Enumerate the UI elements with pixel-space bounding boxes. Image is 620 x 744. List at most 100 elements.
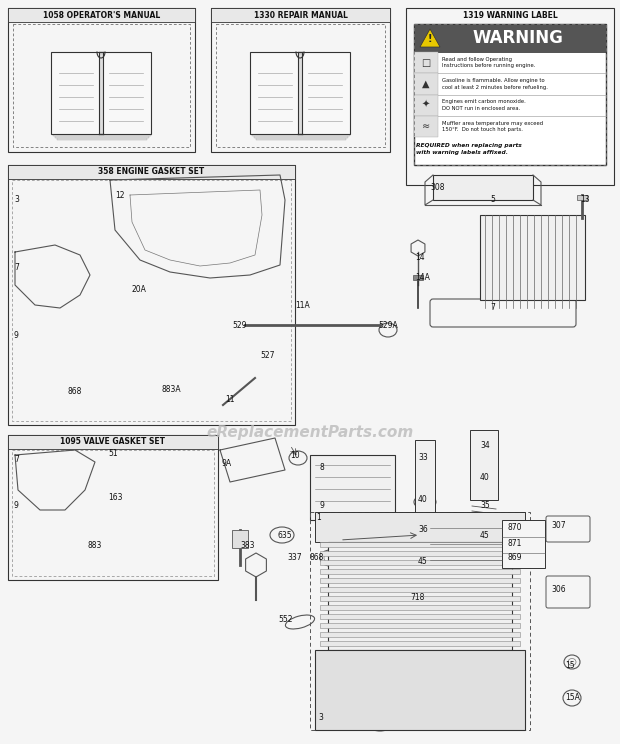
Bar <box>413 275 423 280</box>
Text: 306: 306 <box>551 586 565 594</box>
Text: 868: 868 <box>68 388 82 397</box>
Text: 635: 635 <box>278 530 293 539</box>
Bar <box>502 520 545 568</box>
Text: 12: 12 <box>115 191 125 200</box>
Text: 14: 14 <box>415 254 425 263</box>
Text: 307: 307 <box>551 521 565 530</box>
Text: 529A: 529A <box>378 321 398 330</box>
Bar <box>310 455 395 520</box>
Bar <box>414 116 438 137</box>
Text: □: □ <box>422 57 431 68</box>
Bar <box>414 94 438 116</box>
Text: 45: 45 <box>480 530 490 539</box>
Bar <box>406 8 614 185</box>
Bar <box>470 430 498 500</box>
Text: 552: 552 <box>278 615 293 624</box>
Text: 358 ENGINE GASKET SET: 358 ENGINE GASKET SET <box>99 167 205 176</box>
Text: 15: 15 <box>565 661 575 670</box>
Bar <box>216 24 385 147</box>
Text: 9: 9 <box>14 332 19 341</box>
Bar <box>433 175 533 200</box>
Text: 35: 35 <box>480 501 490 510</box>
Bar <box>8 8 195 152</box>
Text: 7: 7 <box>14 263 19 272</box>
Bar <box>320 641 520 647</box>
Text: 383: 383 <box>240 540 254 550</box>
Bar <box>315 650 525 730</box>
Text: 883A: 883A <box>162 385 182 394</box>
Text: 718: 718 <box>410 594 424 603</box>
Bar <box>414 52 438 73</box>
Bar <box>15 330 80 368</box>
Text: 1058 OPERATOR'S MANUAL: 1058 OPERATOR'S MANUAL <box>43 10 160 19</box>
Text: 337: 337 <box>287 554 301 562</box>
Bar <box>13 24 190 147</box>
Text: ≈: ≈ <box>422 121 430 132</box>
Text: 1095 VALVE GASKET SET: 1095 VALVE GASKET SET <box>61 437 166 446</box>
Bar <box>414 73 438 94</box>
Bar <box>302 52 350 134</box>
Bar <box>320 542 520 548</box>
Bar <box>320 596 520 601</box>
Bar <box>320 551 520 557</box>
Bar <box>414 24 606 52</box>
Bar <box>12 450 214 576</box>
Text: 868: 868 <box>310 554 324 562</box>
Text: 11: 11 <box>225 396 234 405</box>
Text: 51: 51 <box>108 449 118 458</box>
Bar <box>320 578 520 583</box>
Bar <box>250 52 298 134</box>
Text: 9A: 9A <box>222 458 232 467</box>
Bar <box>15 508 85 542</box>
Text: ▲: ▲ <box>422 79 430 89</box>
Bar <box>57 58 147 140</box>
Bar <box>320 632 520 638</box>
Text: 14A: 14A <box>415 274 430 283</box>
Text: 1330 REPAIR MANUAL: 1330 REPAIR MANUAL <box>254 10 347 19</box>
Bar <box>415 440 435 518</box>
Text: 20A: 20A <box>132 286 147 295</box>
Text: REQUIRED when replacing parts
with warning labels affixed.: REQUIRED when replacing parts with warni… <box>416 143 522 155</box>
Bar <box>414 24 606 165</box>
Bar <box>103 52 151 134</box>
Bar <box>480 215 585 300</box>
Text: Read and follow Operating
Instructions before running engine.: Read and follow Operating Instructions b… <box>442 57 536 68</box>
Text: Muffler area temperature may exceed
150°F.  Do not touch hot parts.: Muffler area temperature may exceed 150°… <box>442 121 543 132</box>
Bar <box>479 548 489 556</box>
Text: 9: 9 <box>14 501 19 510</box>
Bar <box>8 165 295 179</box>
Text: 883: 883 <box>88 540 102 550</box>
Text: 34: 34 <box>480 440 490 449</box>
Text: 36: 36 <box>418 525 428 534</box>
Bar <box>320 587 520 592</box>
Text: 13: 13 <box>580 196 590 205</box>
Bar <box>320 605 520 610</box>
Text: ✦: ✦ <box>422 100 430 110</box>
Bar <box>414 24 606 165</box>
Bar <box>55 56 149 138</box>
Text: 870: 870 <box>508 524 523 533</box>
Text: 869: 869 <box>508 554 523 562</box>
Bar <box>232 530 248 548</box>
Text: 163: 163 <box>108 493 123 502</box>
Bar <box>577 195 587 200</box>
Bar <box>310 512 530 730</box>
Text: 9: 9 <box>320 501 325 510</box>
Bar <box>320 560 520 565</box>
Text: Gasoline is flammable. Allow engine to
cool at least 2 minutes before refueling.: Gasoline is flammable. Allow engine to c… <box>442 78 548 90</box>
Text: 11A: 11A <box>295 301 310 310</box>
Text: 7: 7 <box>14 455 19 464</box>
Bar <box>211 8 390 152</box>
Bar <box>420 572 430 580</box>
Text: 3: 3 <box>14 196 19 205</box>
Bar <box>256 58 346 140</box>
Text: 5: 5 <box>490 196 495 205</box>
Text: 45: 45 <box>418 557 428 566</box>
Bar <box>53 54 151 136</box>
Bar <box>320 569 520 574</box>
Bar <box>315 512 525 542</box>
Text: 40: 40 <box>480 473 490 483</box>
Bar <box>8 8 195 22</box>
Text: 15A: 15A <box>565 693 580 702</box>
Polygon shape <box>420 29 440 47</box>
